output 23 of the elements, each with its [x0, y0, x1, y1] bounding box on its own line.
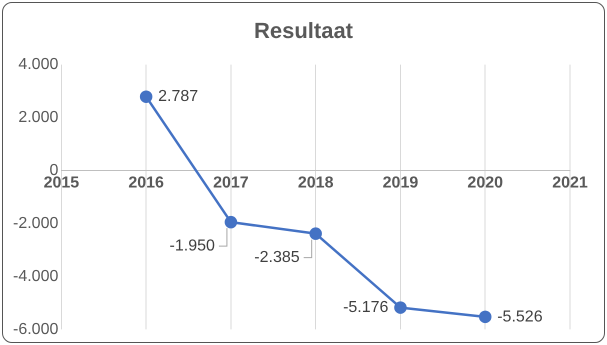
point: [224, 216, 238, 228]
x-tick-label: 2018: [298, 174, 334, 192]
point: [140, 90, 152, 103]
chart-title: Resultaat: [252, 18, 354, 44]
x-tick-label: 2016: [128, 174, 164, 192]
x-tick-label: 2015: [44, 174, 80, 192]
x-tick-label: 2020: [467, 174, 504, 192]
y-tick-label: 4.000: [18, 56, 58, 74]
data-label: -2.385: [254, 249, 300, 266]
point: [394, 301, 407, 314]
y-tick-label: 2.000: [18, 108, 58, 126]
point: [478, 310, 492, 324]
data-label: -5.526: [497, 308, 543, 326]
data-label: -1.950: [170, 238, 216, 255]
x-tick-label: 2019: [382, 174, 418, 192]
y-tick-label: -2.000: [12, 214, 58, 232]
data-label: -5.176: [343, 298, 389, 316]
x-tick-label: 2021: [552, 174, 588, 192]
data-label: 2.787: [158, 88, 198, 106]
point: [309, 227, 322, 240]
y-tick-label: -4.000: [12, 268, 58, 285]
x-tick-label: 2017: [213, 174, 249, 192]
y-tick-label: -6.000: [12, 320, 58, 338]
